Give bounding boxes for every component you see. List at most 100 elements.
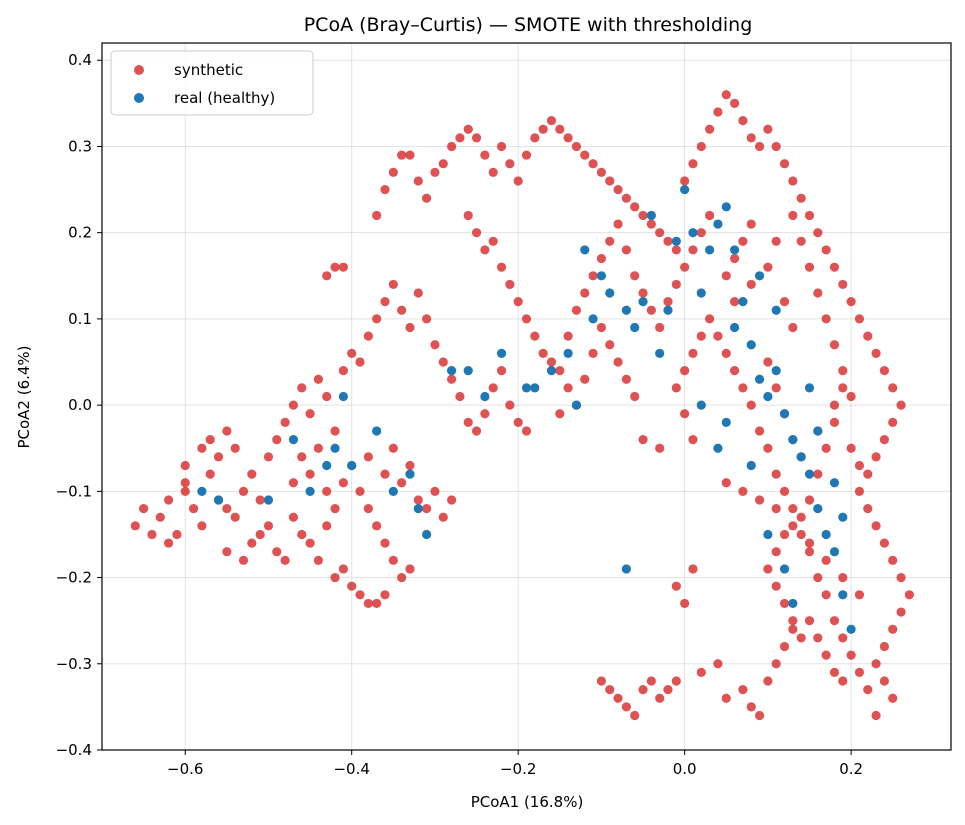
real-point <box>546 366 557 376</box>
real-point <box>788 598 798 609</box>
synthetic-point <box>388 167 398 177</box>
synthetic-point <box>180 486 190 496</box>
synthetic-point <box>163 495 174 505</box>
synthetic-point <box>754 710 765 721</box>
synthetic-point <box>297 383 307 393</box>
synthetic-point <box>172 529 182 540</box>
synthetic-point <box>705 124 715 134</box>
synthetic-point <box>696 331 706 341</box>
synthetic-point <box>530 133 540 143</box>
synthetic-point <box>238 486 249 496</box>
real-point <box>738 297 748 307</box>
y-axis-label: PCoA2 (6.4%) <box>15 345 33 448</box>
synthetic-point <box>596 167 607 177</box>
y-tick-label: 0.1 <box>68 310 92 328</box>
synthetic-point <box>863 331 873 341</box>
real-point <box>563 348 573 358</box>
x-tick-label: 0.0 <box>673 760 697 778</box>
real-point <box>671 236 681 246</box>
synthetic-point <box>680 366 690 376</box>
synthetic-point <box>555 124 565 134</box>
synthetic-point <box>471 426 482 436</box>
synthetic-point <box>521 314 532 324</box>
synthetic-point <box>854 314 865 324</box>
synthetic-point <box>721 693 731 703</box>
synthetic-point <box>738 383 748 393</box>
real-point <box>446 366 457 376</box>
synthetic-point <box>738 685 748 695</box>
real-point <box>838 512 848 522</box>
synthetic-point <box>463 210 473 221</box>
synthetic-point <box>463 417 473 427</box>
synthetic-point <box>363 503 373 514</box>
synthetic-point <box>646 305 656 315</box>
real-point <box>347 460 357 471</box>
synthetic-point <box>471 133 482 143</box>
real-point <box>754 374 765 384</box>
synthetic-point <box>188 503 199 514</box>
synthetic-point <box>829 262 840 272</box>
synthetic-point <box>388 555 398 565</box>
synthetic-point <box>630 391 640 402</box>
synthetic-point <box>713 331 723 341</box>
synthetic-point <box>746 133 756 143</box>
real-point <box>829 547 840 557</box>
synthetic-point <box>521 150 532 160</box>
real-point <box>596 271 607 281</box>
synthetic-point <box>255 495 265 505</box>
synthetic-point <box>546 357 557 367</box>
synthetic-point <box>879 641 890 652</box>
synthetic-point <box>888 555 898 565</box>
y-tick-label: −0.1 <box>56 482 92 500</box>
synthetic-point <box>896 400 906 410</box>
y-tick-label: 0.2 <box>68 224 92 242</box>
synthetic-point <box>222 426 232 436</box>
synthetic-point <box>879 538 890 548</box>
real-point <box>422 529 432 540</box>
plot-frame <box>101 42 952 751</box>
synthetic-point <box>446 374 457 384</box>
real-point <box>588 314 598 324</box>
synthetic-point <box>205 469 215 479</box>
synthetic-point <box>405 460 415 471</box>
synthetic-point <box>813 633 823 643</box>
real-point <box>213 495 224 505</box>
real-point <box>463 366 473 376</box>
synthetic-point <box>646 219 656 229</box>
synthetic-point <box>288 512 299 522</box>
synthetic-point <box>430 167 440 177</box>
synthetic-point <box>763 564 773 574</box>
synthetic-point <box>621 245 631 255</box>
synthetic-point <box>247 538 257 548</box>
synthetic-point <box>555 366 565 376</box>
real-point <box>838 590 848 600</box>
synthetic-point <box>896 572 906 583</box>
synthetic-point <box>838 366 848 376</box>
synthetic-point <box>638 210 648 221</box>
synthetic-point <box>888 693 898 703</box>
synthetic-point <box>804 210 815 221</box>
synthetic-point <box>663 236 673 246</box>
synthetic-point <box>380 469 390 479</box>
synthetic-point <box>422 503 432 514</box>
synthetic-point <box>879 435 890 445</box>
synthetic-point <box>738 486 748 496</box>
synthetic-point <box>788 210 798 221</box>
synthetic-point <box>671 383 681 393</box>
synthetic-point <box>763 443 773 453</box>
synthetic-point <box>238 555 249 565</box>
y-tick-label: −0.3 <box>56 655 92 673</box>
synthetic-point <box>338 366 348 376</box>
synthetic-point <box>888 417 898 427</box>
real-point <box>688 228 698 238</box>
real-point <box>763 391 773 402</box>
real-point <box>771 366 781 376</box>
synthetic-point <box>763 262 773 272</box>
synthetic-point <box>680 262 690 272</box>
real-point <box>746 340 756 350</box>
synthetic-point <box>771 659 781 669</box>
synthetic-point <box>338 262 348 272</box>
synthetic-point <box>521 426 532 436</box>
synthetic-point <box>430 340 440 350</box>
real-point <box>713 219 723 229</box>
